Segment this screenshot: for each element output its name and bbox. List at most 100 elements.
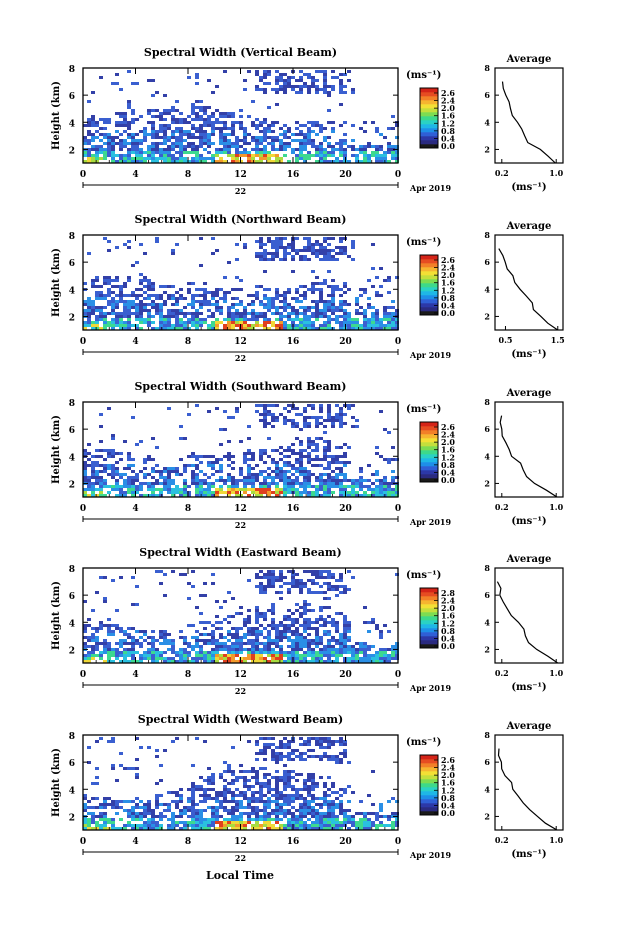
heat-cell bbox=[259, 124, 263, 127]
heat-cell bbox=[279, 660, 283, 663]
heat-cell bbox=[191, 151, 195, 154]
heat-cell bbox=[307, 318, 311, 321]
heat-cell bbox=[327, 404, 331, 407]
heat-cell bbox=[155, 755, 159, 758]
heat-cell bbox=[315, 815, 319, 818]
heat-cell bbox=[219, 309, 223, 312]
colorbar-unit: (ms⁻¹) bbox=[406, 737, 441, 748]
heat-cell bbox=[227, 440, 231, 443]
heat-cell bbox=[95, 797, 99, 800]
heat-cell bbox=[319, 573, 323, 576]
heat-cell bbox=[251, 791, 255, 794]
heat-cell bbox=[299, 312, 303, 315]
heat-cell bbox=[179, 321, 183, 324]
heat-cell bbox=[263, 70, 267, 73]
heat-cell bbox=[199, 488, 203, 491]
heat-cell bbox=[219, 443, 223, 446]
heat-cell bbox=[319, 142, 323, 145]
heat-cell bbox=[315, 327, 319, 330]
heat-cell bbox=[139, 818, 143, 821]
heat-cell bbox=[355, 297, 359, 300]
heat-cell bbox=[175, 145, 179, 148]
heat-cell bbox=[251, 767, 255, 770]
heat-cell bbox=[123, 467, 127, 470]
heat-cell bbox=[339, 470, 343, 473]
heat-cell bbox=[139, 485, 143, 488]
heat-cell bbox=[395, 488, 399, 491]
heat-cell bbox=[243, 479, 247, 482]
heat-cell bbox=[331, 651, 335, 654]
heat-cell bbox=[303, 467, 307, 470]
heat-cell bbox=[375, 827, 379, 830]
heat-cell bbox=[127, 452, 131, 455]
heat-cell bbox=[131, 476, 135, 479]
y-tick-label: 8 bbox=[69, 732, 75, 742]
heat-cell bbox=[375, 130, 379, 133]
heat-cell bbox=[251, 467, 255, 470]
heat-cell bbox=[363, 815, 367, 818]
heat-cell bbox=[351, 91, 355, 94]
heat-cell bbox=[219, 306, 223, 309]
heat-cell bbox=[195, 812, 199, 815]
heat-cell bbox=[283, 615, 287, 618]
profile-x-label: (ms⁻¹) bbox=[511, 182, 546, 193]
heat-cell bbox=[307, 443, 311, 446]
heat-cell bbox=[363, 606, 367, 609]
y-tick-label: 6 bbox=[69, 259, 75, 269]
heat-cell bbox=[327, 621, 331, 624]
heat-cell bbox=[343, 309, 347, 312]
heat-cell bbox=[279, 740, 283, 743]
heat-cell bbox=[167, 818, 171, 821]
colorbar-segment bbox=[420, 636, 438, 641]
heat-cell bbox=[159, 633, 163, 636]
heat-cell bbox=[319, 246, 323, 249]
heat-cell bbox=[207, 118, 211, 121]
heat-cell bbox=[247, 654, 251, 657]
heat-cell bbox=[247, 151, 251, 154]
heat-cell bbox=[183, 479, 187, 482]
heat-cell bbox=[119, 806, 123, 809]
heat-cell bbox=[307, 440, 311, 443]
y-tick-label: 8 bbox=[69, 232, 75, 242]
heat-cell bbox=[159, 115, 163, 118]
heat-cell bbox=[335, 642, 339, 645]
heat-cell bbox=[259, 633, 263, 636]
heat-cell bbox=[127, 476, 131, 479]
heat-cell bbox=[279, 467, 283, 470]
heat-cell bbox=[311, 827, 315, 830]
heat-cell bbox=[99, 127, 103, 130]
heat-cell bbox=[263, 243, 267, 246]
heat-cell bbox=[123, 651, 127, 654]
profile-y-tick-label: 4 bbox=[484, 617, 490, 627]
heat-cell bbox=[327, 151, 331, 154]
heat-cell bbox=[319, 821, 323, 824]
profile-y-tick-label: 2 bbox=[484, 311, 490, 321]
heat-cell bbox=[319, 127, 323, 130]
heat-cell bbox=[347, 407, 351, 410]
heat-cell bbox=[259, 797, 263, 800]
heat-cell bbox=[331, 782, 335, 785]
heat-cell bbox=[375, 315, 379, 318]
profile-frame bbox=[494, 67, 564, 164]
heat-cell bbox=[231, 797, 235, 800]
heat-cell bbox=[187, 597, 191, 600]
heat-cell bbox=[239, 300, 243, 303]
heat-cell bbox=[219, 654, 223, 657]
heat-cell bbox=[167, 139, 171, 142]
heat-cell bbox=[295, 585, 299, 588]
heat-cell bbox=[247, 488, 251, 491]
heat-cell bbox=[275, 794, 279, 797]
heat-cell bbox=[127, 106, 131, 109]
heat-cell bbox=[251, 315, 255, 318]
heat-cell bbox=[331, 249, 335, 252]
heat-cell bbox=[127, 157, 131, 160]
heat-cell bbox=[107, 139, 111, 142]
heat-cell bbox=[179, 654, 183, 657]
heat-cell bbox=[303, 803, 307, 806]
heat-cell bbox=[179, 827, 183, 830]
heat-cell bbox=[239, 812, 243, 815]
heat-cell bbox=[279, 579, 283, 582]
heat-cell bbox=[391, 321, 395, 324]
heat-cell bbox=[299, 737, 303, 740]
heat-cell bbox=[323, 82, 327, 85]
